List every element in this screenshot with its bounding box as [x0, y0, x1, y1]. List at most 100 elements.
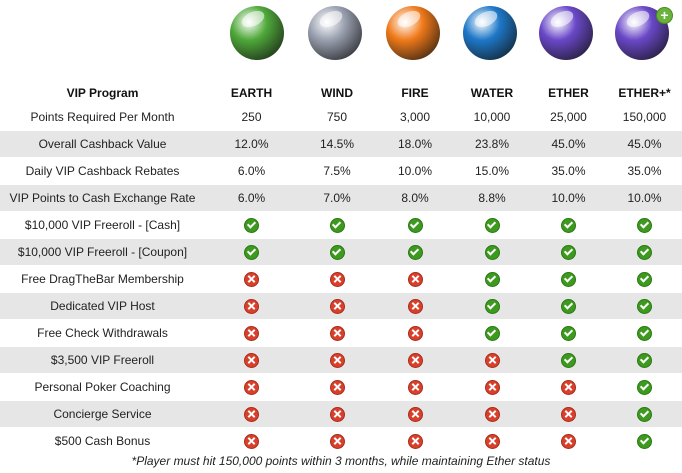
table-row: $10,000 VIP Freeroll - [Coupon] [0, 238, 682, 266]
cross-icon [561, 433, 576, 449]
feature-cell [205, 400, 298, 428]
value-cell: 23.8% [454, 130, 530, 158]
feature-cell [607, 373, 682, 401]
table-row: Points Required Per Month 250 750 3,000 10,0… [0, 104, 682, 131]
feature-cell [298, 211, 376, 239]
feature-cell [205, 238, 298, 266]
value-cell: 10.0% [530, 184, 607, 212]
cross-icon [484, 352, 500, 368]
tier-header-earth: EARTH [230, 86, 273, 100]
cross-icon [484, 433, 500, 449]
value-cell: 10.0% [607, 184, 682, 212]
feature-cell [530, 400, 607, 428]
check-icon [484, 244, 500, 260]
table-row: Daily VIP Cashback Rebates 6.0% 7.5% 10.0% 1… [0, 157, 682, 185]
cross-icon [407, 325, 423, 341]
feature-cell [298, 319, 376, 347]
tier-header-ether-plus: ETHER+* [618, 86, 671, 100]
feature-cell [607, 211, 682, 239]
tier-header-ether: ETHER [548, 86, 589, 100]
cross-icon [407, 352, 423, 368]
feature-cell [376, 292, 454, 320]
cross-icon [329, 433, 345, 449]
check-icon [637, 433, 652, 449]
feature-cell [298, 427, 376, 455]
table-row: Free Check Withdrawals [0, 319, 682, 347]
cross-icon [561, 406, 576, 422]
tier-header-fire: FIRE [401, 86, 429, 100]
cross-icon [407, 406, 423, 422]
feature-cell [607, 319, 682, 347]
row-label: $500 Cash Bonus [0, 427, 205, 455]
feature-cell [530, 373, 607, 401]
value-cell: 45.0% [607, 130, 682, 158]
feature-cell [298, 346, 376, 374]
table-row: $3,500 VIP Freeroll [0, 346, 682, 374]
row-label: Overall Cashback Value [0, 130, 205, 158]
feature-cell [454, 265, 530, 293]
value-cell: 15.0% [454, 157, 530, 185]
feature-cell [298, 400, 376, 428]
feature-cell [376, 373, 454, 401]
check-icon [637, 352, 652, 368]
feature-cell [530, 292, 607, 320]
cross-icon [244, 298, 259, 314]
feature-cell [205, 319, 298, 347]
check-icon [637, 298, 652, 314]
check-icon [561, 271, 576, 287]
check-icon [484, 298, 500, 314]
row-label: Daily VIP Cashback Rebates [0, 157, 205, 185]
feature-cell [607, 427, 682, 455]
cross-icon [329, 379, 345, 395]
value-cell: 8.8% [454, 184, 530, 212]
table-row: $10,000 VIP Freeroll - [Cash] [0, 211, 682, 239]
feature-cell [530, 319, 607, 347]
value-cell: 6.0% [205, 184, 298, 212]
row-label: Concierge Service [0, 400, 205, 428]
table-row: Free DragTheBar Membership [0, 265, 682, 293]
value-cell: 150,000 [607, 104, 682, 131]
check-icon [484, 325, 500, 341]
program-header: VIP Program [66, 86, 139, 100]
feature-cell [454, 238, 530, 266]
check-icon [329, 217, 345, 233]
feature-cell [607, 238, 682, 266]
cross-icon [329, 298, 345, 314]
cross-icon [484, 379, 500, 395]
feature-cell [376, 319, 454, 347]
feature-cell [454, 373, 530, 401]
feature-cell [376, 427, 454, 455]
earth-orb-icon [230, 6, 284, 60]
feature-cell [205, 292, 298, 320]
feature-cell [298, 373, 376, 401]
feature-cell [530, 265, 607, 293]
footnote: *Player must hit 150,000 points within 3… [131, 454, 551, 468]
check-icon [244, 244, 259, 260]
feature-cell [454, 400, 530, 428]
cross-icon [484, 406, 500, 422]
cross-icon [407, 271, 423, 287]
row-label: Personal Poker Coaching [0, 373, 205, 401]
cross-icon [244, 352, 259, 368]
check-icon [561, 244, 576, 260]
feature-cell [376, 346, 454, 374]
check-icon [484, 217, 500, 233]
feature-cell [607, 346, 682, 374]
feature-cell [607, 265, 682, 293]
check-icon [637, 244, 652, 260]
table-row: VIP Points to Cash Exchange Rate 6.0% 7.0%… [0, 184, 682, 212]
value-cell: 18.0% [376, 130, 454, 158]
cross-icon [329, 325, 345, 341]
water-orb-icon [463, 6, 517, 60]
check-icon [407, 244, 423, 260]
value-cell: 45.0% [530, 130, 607, 158]
feature-cell [454, 211, 530, 239]
feature-cell [530, 346, 607, 374]
feature-cell [454, 292, 530, 320]
row-label: Free DragTheBar Membership [0, 265, 205, 293]
value-cell: 12.0% [205, 130, 298, 158]
check-icon [637, 325, 652, 341]
row-label: Free Check Withdrawals [0, 319, 205, 347]
feature-cell [205, 211, 298, 239]
value-cell: 10,000 [454, 104, 530, 131]
